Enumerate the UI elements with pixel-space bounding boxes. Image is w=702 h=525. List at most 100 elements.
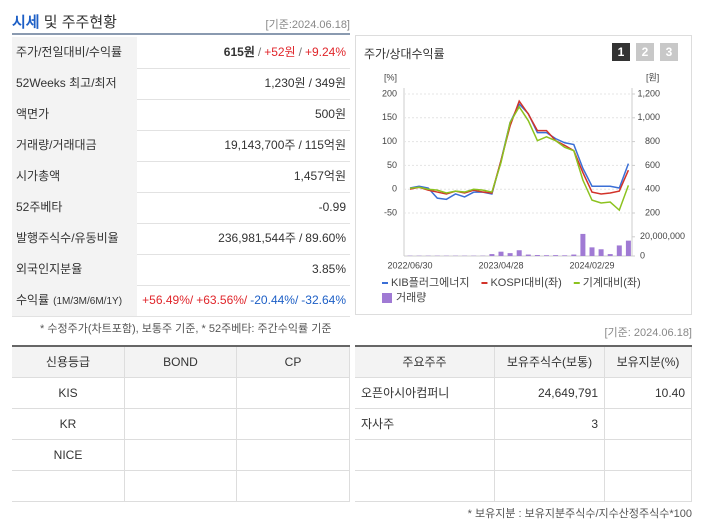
value-part: 19,143,700주 bbox=[224, 138, 296, 152]
cell bbox=[237, 440, 350, 471]
row-label: 주가/전일대비/수익률 bbox=[12, 37, 137, 68]
value-part: +52원 bbox=[264, 45, 296, 59]
cell bbox=[125, 409, 237, 440]
row-label: 거래량/거래대금 bbox=[12, 130, 137, 161]
cell: KR bbox=[12, 409, 125, 440]
row-value: 1,457억원 bbox=[291, 161, 346, 192]
title-highlight: 시세 bbox=[12, 14, 40, 31]
value-part: 3.85% bbox=[311, 262, 346, 276]
cell: 24,649,791 bbox=[495, 378, 605, 409]
cell: 3 bbox=[495, 409, 605, 440]
summary-row: 발행주식수/유동비율 236,981,544주/89.60% bbox=[12, 223, 350, 255]
label-text: 거래량/거래대금 bbox=[16, 138, 97, 152]
volume-bar bbox=[616, 245, 622, 256]
y-tick-label: 100 bbox=[382, 136, 397, 146]
label-text: 발행주식수/유동비율 bbox=[16, 231, 119, 245]
value-part: 1,230원 bbox=[264, 76, 306, 90]
chart-tab[interactable]: 3 bbox=[660, 43, 678, 61]
label-text: 수익률 bbox=[16, 293, 50, 307]
volume-bar bbox=[516, 250, 522, 256]
legend-marker bbox=[382, 293, 392, 303]
note: * 수정주가(차트포함), 보통주 기준, * 52주베타: 주간수익률 기준 bbox=[40, 323, 332, 335]
value-part: 349원 bbox=[314, 76, 346, 90]
label-text: 52주베타 bbox=[16, 200, 63, 214]
summary-row: 주가/전일대비/수익률 615원 / +52원 / +9.24% bbox=[12, 37, 350, 69]
cell bbox=[495, 440, 605, 471]
row-value: 615원 / +52원 / +9.24% bbox=[221, 37, 346, 68]
row-value: 236,981,544주/89.60% bbox=[215, 223, 346, 254]
header-cell: 주요주주 bbox=[355, 347, 495, 378]
note: * 보유지분 : 보유지분주식수/지수산정주식수*100 bbox=[467, 508, 692, 520]
summary-row: 52주베타 -0.99 bbox=[12, 192, 350, 224]
value-part: / bbox=[257, 45, 262, 59]
date: [기준: 2024.06.18] bbox=[604, 327, 692, 339]
cell bbox=[237, 471, 350, 502]
title-rest: 및 주주현황 bbox=[43, 14, 117, 31]
row-label: 52Weeks 최고/최저 bbox=[12, 68, 137, 99]
label-text: 시가총액 bbox=[16, 169, 61, 183]
value-part: +56.49%/ bbox=[142, 293, 194, 307]
x-tick-label: 2024/02/29 bbox=[569, 260, 614, 270]
value-part: 1,457억원 bbox=[293, 169, 346, 183]
row-label: 시가총액 bbox=[12, 161, 137, 192]
value-part: -20.44%/ bbox=[250, 293, 299, 307]
chart-title: 주가/상대수익률 bbox=[364, 47, 445, 61]
header-cell: CP bbox=[237, 347, 350, 378]
holders-table: 주요주주 보유주식수(보통) 보유지분(%) 오픈아시아컴퍼니 24,649,791 10… bbox=[355, 345, 692, 502]
label-text: 외국인지분율 bbox=[16, 262, 83, 276]
legend-label: KOSPI대비(좌) bbox=[490, 276, 561, 289]
summary-row: 52Weeks 최고/최저 1,230원/349원 bbox=[12, 68, 350, 100]
volume-bar bbox=[498, 251, 504, 256]
cell: KIS bbox=[12, 378, 125, 409]
chart-panel bbox=[355, 35, 692, 315]
credit-table: 신용등급 BOND CP KIS KR NICE bbox=[12, 345, 350, 502]
row-value: +56.49%/+63.56%/-20.44%/-32.64% bbox=[139, 285, 346, 316]
cell: 10.40 bbox=[605, 378, 692, 409]
cell bbox=[605, 471, 692, 502]
summary-row: 외국인지분율 3.85% bbox=[12, 254, 350, 286]
value-part: 236,981,544주 bbox=[218, 231, 296, 245]
volume-bar bbox=[571, 254, 577, 256]
y-tick-label: -50 bbox=[384, 207, 397, 217]
y2-tick-label: 1,000 bbox=[637, 112, 660, 122]
row-value: 1,230원/349원 bbox=[262, 68, 346, 99]
value-part: 615원 bbox=[223, 45, 255, 59]
value-part: / bbox=[308, 76, 312, 90]
cell bbox=[355, 440, 495, 471]
legend-label: KIB플러그에너지 bbox=[391, 276, 469, 289]
header-cell: BOND bbox=[125, 347, 237, 378]
header-line bbox=[12, 33, 350, 35]
chart-tab[interactable]: 2 bbox=[636, 43, 654, 61]
row-label: 액면가 bbox=[12, 99, 137, 130]
row-value: -0.99 bbox=[316, 192, 346, 223]
line-series bbox=[409, 102, 630, 201]
summary-row: 시가총액 1,457억원 bbox=[12, 161, 350, 193]
volume-bar bbox=[625, 240, 631, 256]
page-title: 시세 및 주주현황 bbox=[12, 11, 117, 32]
y2-tick-label: 200 bbox=[645, 207, 660, 217]
row-value: 19,143,700주/115억원 bbox=[221, 130, 346, 161]
value-part: +63.56%/ bbox=[196, 293, 248, 307]
line-series bbox=[409, 99, 630, 195]
value-part: 500원 bbox=[314, 107, 346, 121]
volume-bar bbox=[607, 254, 613, 256]
value-part: 115억원 bbox=[304, 138, 346, 152]
row-label: 발행주식수/유동비율 bbox=[12, 223, 137, 254]
line-series bbox=[409, 105, 630, 212]
volume-bar bbox=[525, 254, 531, 256]
row-label: 외국인지분율 bbox=[12, 254, 137, 285]
cell bbox=[605, 440, 692, 471]
y-axis-label: [%] bbox=[384, 72, 397, 82]
label-text: 52Weeks 최고/최저 bbox=[16, 76, 117, 90]
value-part: -32.64% bbox=[301, 293, 346, 307]
summary-row: 수익률 (1M/3M/6M/1Y) +56.49%/+63.56%/-20.44%/… bbox=[12, 285, 350, 317]
label-note: (1M/3M/6M/1Y) bbox=[53, 296, 123, 307]
chart-tab[interactable]: 1 bbox=[612, 43, 630, 61]
label-text: 주가/전일대비/수익률 bbox=[16, 45, 123, 59]
y2-tick-label: 400 bbox=[645, 184, 660, 194]
cell bbox=[125, 471, 237, 502]
value-part: / bbox=[298, 138, 302, 152]
y2-tick-label: 600 bbox=[645, 160, 660, 170]
